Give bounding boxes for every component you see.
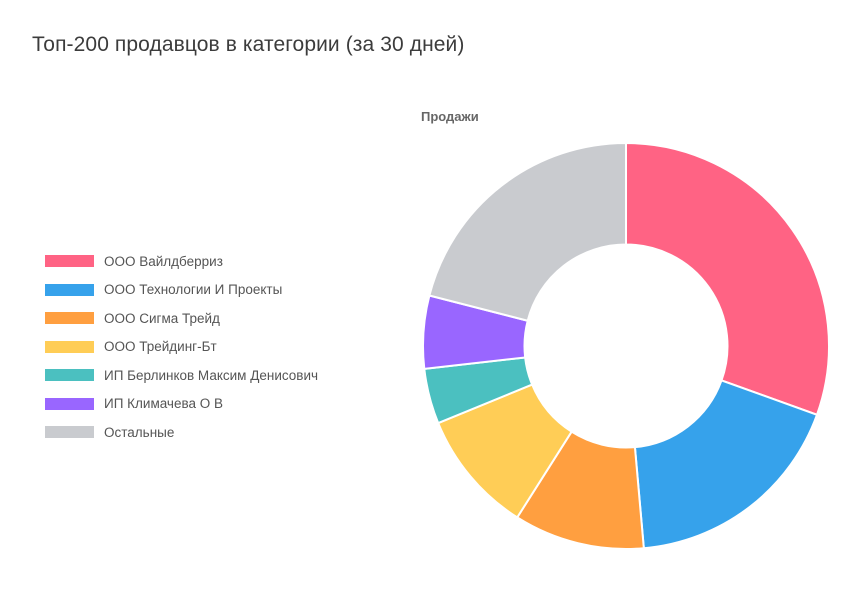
donut-slice[interactable]: ООО Вайлдберриз [625,141,830,417]
chart-legend: ООО Вайлдберриз ООО Технологии И Проекты… [45,247,318,447]
donut-slice[interactable]: Остальные [428,141,627,322]
legend-item-others[interactable]: Остальные [45,418,318,447]
legend-swatch-icon [45,340,94,353]
legend-item-berlinkov[interactable]: ИП Берлинков Максим Денисович [45,361,318,390]
chart-title: Продажи [421,109,479,124]
legend-swatch-icon [45,283,94,296]
legend-label: Остальные [104,424,175,440]
legend-item-tekhnologii-i-proekty[interactable]: ООО Технологии И Проекты [45,276,318,305]
legend-swatch-icon [45,426,94,439]
legend-label: ООО Сигма Трейд [104,310,220,326]
legend-item-sigma-treid[interactable]: ООО Сигма Трейд [45,304,318,333]
legend-swatch-icon [45,255,94,268]
legend-label: ООО Трейдинг-Бт [104,339,217,355]
legend-item-treiding-bt[interactable]: ООО Трейдинг-Бт [45,333,318,362]
legend-label: ООО Технологии И Проекты [104,282,283,298]
legend-swatch-icon [45,312,94,325]
legend-swatch-icon [45,397,94,410]
legend-item-wildberries[interactable]: ООО Вайлдберриз [45,247,318,276]
legend-swatch-icon [45,369,94,382]
legend-label: ИП Берлинков Максим Денисович [104,367,319,383]
legend-item-klimacheva[interactable]: ИП Климачева О В [45,390,318,419]
donut-slice[interactable]: ООО Технологии И Проекты [633,379,819,550]
page-title: Топ-200 продавцов в категории (за 30 дне… [32,33,465,56]
legend-label: ООО Вайлдберриз [104,253,223,269]
legend-label: ИП Климачева О В [104,396,224,412]
